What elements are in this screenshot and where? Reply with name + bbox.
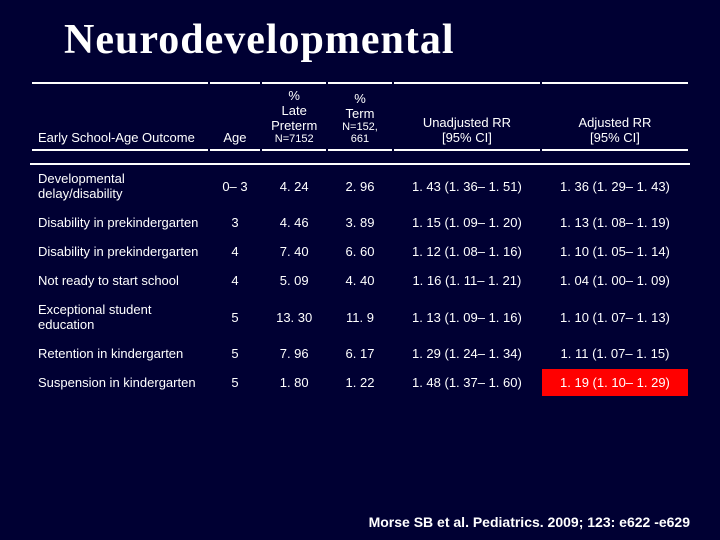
cell-adj: 1. 11 (1. 07– 1. 15) (541, 339, 689, 368)
cell-outcome: Suspension in kindergarten (31, 368, 209, 397)
cell-late: 7. 96 (261, 339, 327, 368)
cell-outcome: Retention in kindergarten (31, 339, 209, 368)
term-line2: Term (332, 106, 388, 121)
cell-late: 4. 46 (261, 208, 327, 237)
cell-unadj: 1. 43 (1. 36– 1. 51) (393, 164, 541, 208)
col-late-header: % Late Preterm N=7152 (261, 83, 327, 150)
late-line3: Preterm (266, 118, 322, 133)
cell-adj: 1. 36 (1. 29– 1. 43) (541, 164, 689, 208)
outcomes-table: Early School-Age Outcome Age % Late Pret… (30, 82, 690, 398)
cell-age: 4 (209, 237, 262, 266)
cell-adj: 1. 10 (1. 07– 1. 13) (541, 295, 689, 339)
adj-line2: [95% CI] (546, 130, 684, 145)
late-line2: Late (266, 103, 322, 118)
table-row: Retention in kindergarten57. 966. 171. 2… (31, 339, 689, 368)
cell-term: 4. 40 (327, 266, 393, 295)
cell-age: 3 (209, 208, 262, 237)
cell-outcome: Developmental delay/disability (31, 164, 209, 208)
cell-adj: 1. 13 (1. 08– 1. 19) (541, 208, 689, 237)
term-line3: N=152, (332, 121, 388, 133)
cell-unadj: 1. 15 (1. 09– 1. 20) (393, 208, 541, 237)
cell-age: 5 (209, 368, 262, 397)
cell-term: 6. 17 (327, 339, 393, 368)
adj-line1: Adjusted RR (546, 115, 684, 130)
term-line4: 661 (332, 133, 388, 145)
table-row: Suspension in kindergarten51. 801. 221. … (31, 368, 689, 397)
table-row: Exceptional student education513. 3011. … (31, 295, 689, 339)
col-term-header: % Term N=152, 661 (327, 83, 393, 150)
cell-unadj: 1. 29 (1. 24– 1. 34) (393, 339, 541, 368)
cell-late: 13. 30 (261, 295, 327, 339)
cell-outcome: Exceptional student education (31, 295, 209, 339)
cell-late: 7. 40 (261, 237, 327, 266)
cell-age: 5 (209, 339, 262, 368)
cell-adj: 1. 10 (1. 05– 1. 14) (541, 237, 689, 266)
late-line1: % (266, 88, 322, 103)
cell-adj: 1. 04 (1. 00– 1. 09) (541, 266, 689, 295)
cell-unadj: 1. 48 (1. 37– 1. 60) (393, 368, 541, 397)
cell-age: 4 (209, 266, 262, 295)
cell-term: 1. 22 (327, 368, 393, 397)
table-row: Disability in prekindergarten47. 406. 60… (31, 237, 689, 266)
table-row: Developmental delay/disability0– 34. 242… (31, 164, 689, 208)
cell-adj: 1. 19 (1. 10– 1. 29) (541, 368, 689, 397)
cell-outcome: Disability in prekindergarten (31, 208, 209, 237)
col-outcome-header: Early School-Age Outcome (31, 83, 209, 150)
citation-text: Morse SB et al. Pediatrics. 2009; 123: e… (369, 514, 690, 530)
late-line4: N=7152 (266, 133, 322, 145)
cell-outcome: Not ready to start school (31, 266, 209, 295)
col-age-header: Age (209, 83, 262, 150)
separator-row (31, 150, 689, 164)
cell-term: 2. 96 (327, 164, 393, 208)
cell-term: 6. 60 (327, 237, 393, 266)
table-container: Early School-Age Outcome Age % Late Pret… (0, 82, 720, 398)
col-unadj-header: Unadjusted RR [95% CI] (393, 83, 541, 150)
cell-outcome: Disability in prekindergarten (31, 237, 209, 266)
col-adj-header: Adjusted RR [95% CI] (541, 83, 689, 150)
table-row: Not ready to start school45. 094. 401. 1… (31, 266, 689, 295)
cell-late: 5. 09 (261, 266, 327, 295)
cell-age: 5 (209, 295, 262, 339)
unadj-line1: Unadjusted RR (398, 115, 536, 130)
cell-term: 11. 9 (327, 295, 393, 339)
cell-age: 0– 3 (209, 164, 262, 208)
table-body: Developmental delay/disability0– 34. 242… (31, 150, 689, 397)
term-line1: % (332, 91, 388, 106)
cell-late: 4. 24 (261, 164, 327, 208)
cell-term: 3. 89 (327, 208, 393, 237)
cell-unadj: 1. 13 (1. 09– 1. 16) (393, 295, 541, 339)
cell-late: 1. 80 (261, 368, 327, 397)
unadj-line2: [95% CI] (398, 130, 536, 145)
table-row: Disability in prekindergarten34. 463. 89… (31, 208, 689, 237)
cell-unadj: 1. 16 (1. 11– 1. 21) (393, 266, 541, 295)
cell-unadj: 1. 12 (1. 08– 1. 16) (393, 237, 541, 266)
page-title: Neurodevelopmental (0, 0, 720, 82)
